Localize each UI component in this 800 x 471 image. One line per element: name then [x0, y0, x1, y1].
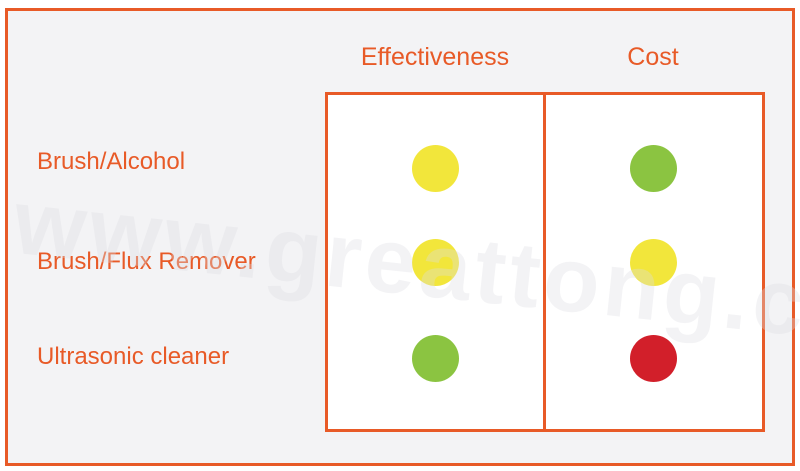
rating-dot-yellow: [630, 239, 677, 286]
rating-dot-yellow: [412, 239, 459, 286]
rating-dot-green: [630, 145, 677, 192]
rating-dot-yellow: [412, 145, 459, 192]
column-header-effectiveness: Effectiveness: [360, 43, 510, 71]
rating-dot-green: [412, 335, 459, 382]
column-divider: [543, 92, 546, 432]
row-label: Brush/Alcohol: [37, 148, 186, 175]
row-label: Brush/Flux Remover: [37, 248, 256, 275]
rating-dot-red: [630, 335, 677, 382]
column-header-cost: Cost: [627, 43, 679, 71]
row-label: Ultrasonic cleaner: [37, 343, 230, 370]
